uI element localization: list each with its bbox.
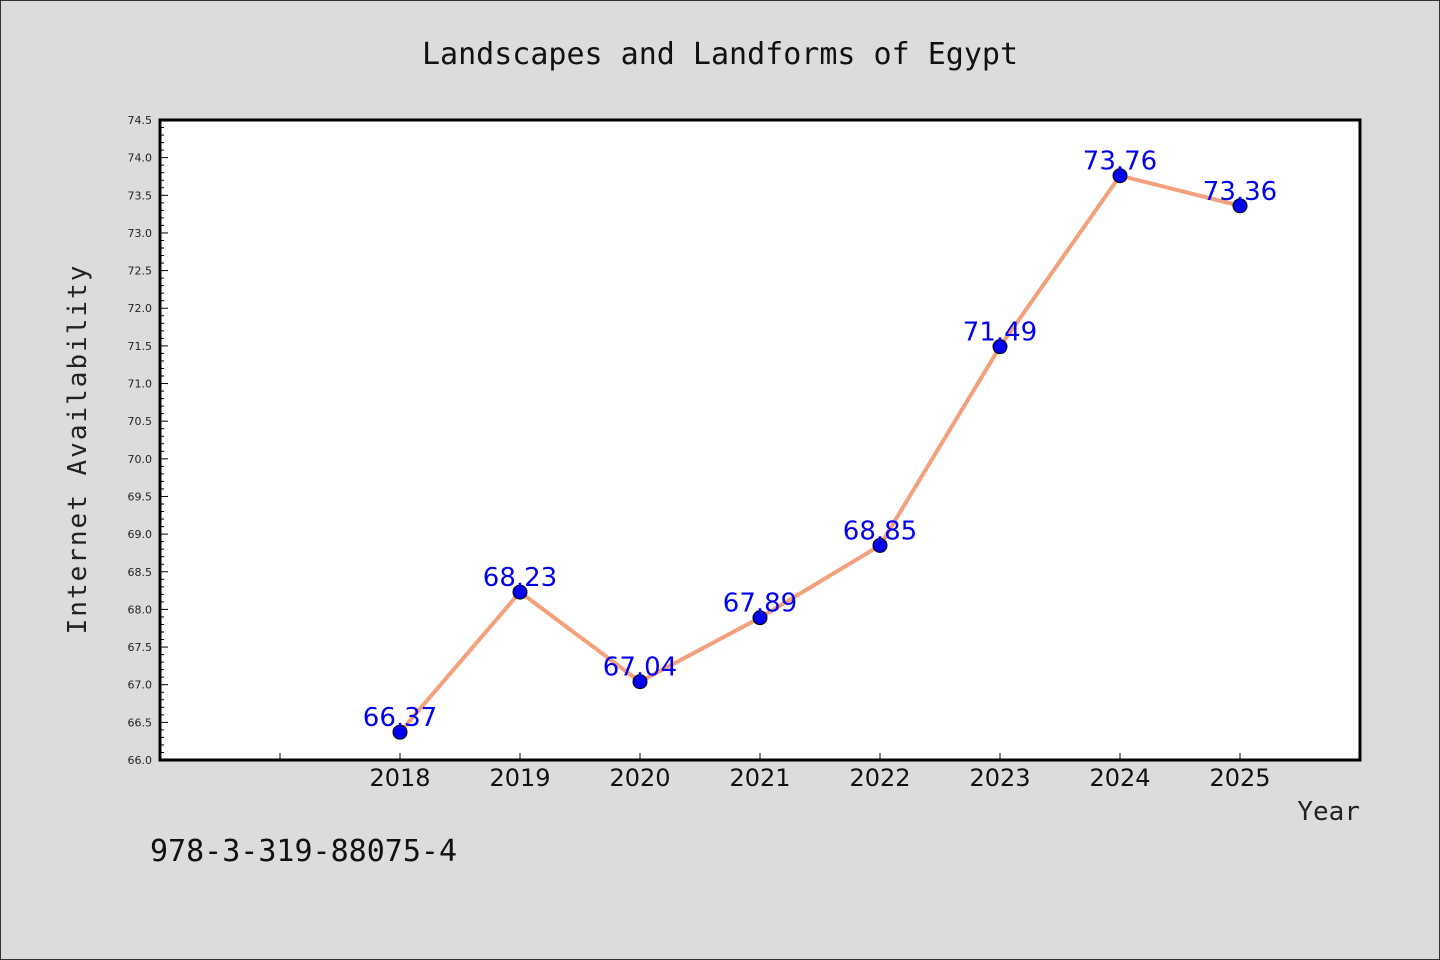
x-tick-label: 2020 bbox=[609, 764, 670, 792]
data-label: 71.49 bbox=[963, 318, 1037, 348]
chart-title: Landscapes and Landforms of Egypt bbox=[422, 37, 1018, 72]
y-tick-label: 73.0 bbox=[128, 227, 153, 240]
data-point bbox=[992, 339, 1008, 355]
x-tick-label: 2023 bbox=[969, 764, 1030, 792]
data-point bbox=[392, 724, 408, 740]
y-tick-label: 74.5 bbox=[128, 114, 153, 127]
x-tick-label: 2024 bbox=[1089, 764, 1150, 792]
y-tick-label: 72.5 bbox=[128, 265, 153, 278]
x-tick-label: 2025 bbox=[1209, 764, 1270, 792]
y-tick-label: 70.0 bbox=[128, 453, 153, 466]
y-tick-label: 66.5 bbox=[128, 716, 153, 729]
plot-frame bbox=[158, 118, 1362, 762]
x-axis-label: Year bbox=[1297, 797, 1360, 827]
y-tick-label: 67.5 bbox=[128, 641, 153, 654]
plot-area bbox=[160, 120, 1360, 760]
data-label: 68.85 bbox=[843, 516, 917, 546]
y-axis: 66.0 66.5 67.0 67.5 68.0 68.5 69.0 69.5 70.0 70.5… bbox=[128, 114, 168, 767]
data-point bbox=[1232, 198, 1248, 214]
x-tick-label: 2019 bbox=[489, 764, 550, 792]
data-point bbox=[872, 537, 888, 553]
y-tick-label: 72.0 bbox=[128, 302, 153, 315]
data-point bbox=[632, 674, 648, 690]
y-tick-label: 71.0 bbox=[128, 378, 153, 391]
y-tick-label: 68.0 bbox=[128, 603, 153, 616]
y-tick-label: 66.0 bbox=[128, 754, 153, 767]
y-axis-label: Internet Availability bbox=[63, 264, 93, 635]
x-tick-label: 2022 bbox=[849, 764, 910, 792]
data-point bbox=[752, 610, 768, 626]
series-line bbox=[398, 173, 1241, 734]
y-tick-label: 67.0 bbox=[128, 679, 153, 692]
data-label: 66.37 bbox=[363, 703, 437, 733]
y-tick-label: 69.0 bbox=[128, 528, 153, 541]
x-tick-label: 2021 bbox=[729, 764, 790, 792]
y-tick-label: 70.5 bbox=[128, 415, 153, 428]
y-tick-label: 69.5 bbox=[128, 490, 153, 503]
y-tick-label: 68.5 bbox=[128, 566, 153, 579]
y-tick-label: 71.5 bbox=[128, 340, 153, 353]
x-tick-label: 2018 bbox=[369, 764, 430, 792]
data-label: 73.76 bbox=[1083, 147, 1157, 177]
data-label: 73.36 bbox=[1203, 177, 1277, 207]
series-group: 66.37 68.23 67.04 67.89 68.85 71.49 73.76 73.36 bbox=[363, 147, 1277, 740]
isbn-code: 978-3-319-88075-4 bbox=[150, 834, 458, 869]
y-tick-label: 73.5 bbox=[128, 189, 153, 202]
data-label: 68.23 bbox=[483, 563, 557, 593]
data-label: 67.89 bbox=[723, 589, 797, 619]
data-label: 67.04 bbox=[603, 653, 677, 683]
y-tick-label: 74.0 bbox=[128, 152, 153, 165]
data-point bbox=[512, 584, 528, 600]
data-point bbox=[1112, 168, 1128, 184]
x-axis: 2018 2019 2020 2021 2022 2023 2024 2025 bbox=[279, 753, 1271, 792]
